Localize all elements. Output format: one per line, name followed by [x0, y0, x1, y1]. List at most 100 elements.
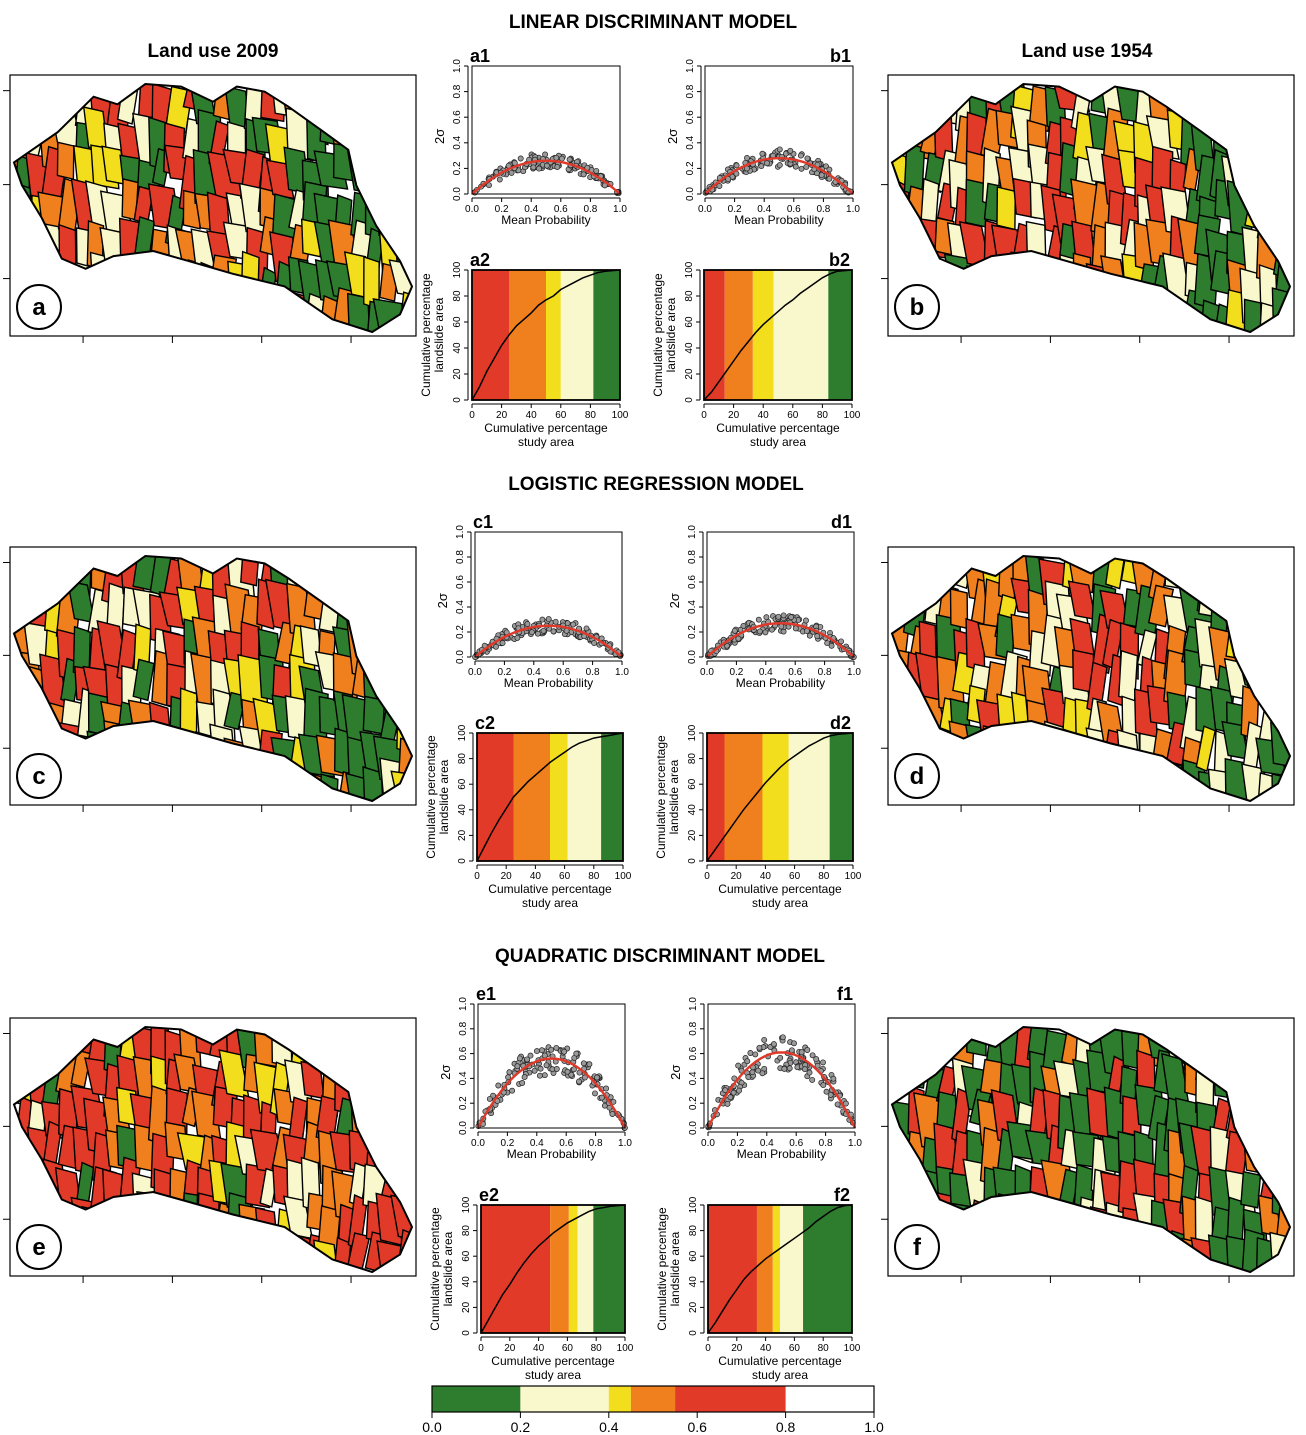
- colorbar-tick-label: 1.0: [864, 1419, 884, 1435]
- map-label-circle: [16, 753, 62, 799]
- scatter-point: [554, 164, 561, 170]
- x-axis-label: Cumulative percentage: [718, 882, 842, 896]
- y-axis-label-line2: landslide area: [668, 1231, 682, 1306]
- scatter-point: [576, 1078, 582, 1085]
- y-tick-label: 60: [687, 778, 698, 790]
- panel-title: c2: [475, 713, 495, 733]
- scatter-point: [744, 1058, 751, 1065]
- y-axis-label: Cumulative percentage: [419, 273, 433, 397]
- y-tick-label: 20: [452, 368, 463, 380]
- scatter-point: [486, 1095, 493, 1102]
- y-tick-label: 0.8: [455, 550, 466, 564]
- scatter-point: [834, 1101, 841, 1108]
- x-axis-label-line2: study area: [525, 1368, 581, 1382]
- scatter-point: [727, 1094, 734, 1101]
- x-axis-label-line2: study area: [752, 896, 808, 910]
- map-label: d: [910, 763, 925, 790]
- y-tick-label: 0: [452, 397, 463, 403]
- scatter-point: [781, 1065, 788, 1072]
- x-axis-label-line2: study area: [750, 435, 806, 449]
- scatter-point: [517, 155, 524, 162]
- colorbar-band: [630, 1386, 676, 1412]
- class-band: [762, 733, 789, 861]
- colorbar-band: [675, 1386, 786, 1412]
- scatter-point: [552, 618, 559, 625]
- class-band: [593, 1205, 625, 1333]
- colorbar-tick-label: 0.4: [599, 1419, 619, 1435]
- scatter-point: [758, 163, 765, 170]
- scatter-point: [540, 627, 547, 634]
- scatter-point: [768, 626, 775, 633]
- scatter-point: [514, 634, 521, 641]
- map-panel-e: e: [3, 1017, 417, 1283]
- class-band: [724, 733, 763, 861]
- y-tick-label: 80: [457, 753, 468, 765]
- scatter-point: [538, 1047, 545, 1054]
- scatter-point: [530, 164, 537, 171]
- scatter-point: [798, 1049, 805, 1056]
- map-label-circle: [894, 284, 940, 330]
- y-tick-label: 0.2: [688, 1096, 699, 1110]
- x-tick-label: 20: [728, 410, 740, 421]
- y-tick-label: 0: [688, 1330, 699, 1336]
- x-tick-label: 60: [555, 410, 567, 421]
- y-tick-label: 20: [684, 368, 695, 380]
- map-outline: [890, 554, 1292, 803]
- x-tick-label: 60: [789, 871, 801, 882]
- map-unit: [996, 186, 1016, 231]
- y-tick-label: 0.4: [687, 600, 698, 614]
- x-tick-label: 80: [585, 410, 597, 421]
- scatter-point: [733, 162, 740, 169]
- class-band: [788, 733, 830, 861]
- y-axis-label: Cumulative percentage: [655, 1207, 669, 1331]
- y-tick-label: 60: [688, 1250, 699, 1262]
- x-tick-label: 1.0: [846, 204, 860, 215]
- scatter-point: [528, 629, 535, 636]
- x-tick-label: 0.0: [471, 1138, 485, 1149]
- map-label: c: [32, 763, 45, 790]
- map-unit: [949, 588, 969, 630]
- colorbar-tick-label: 0.0: [422, 1419, 442, 1435]
- x-tick-label: 60: [562, 1343, 574, 1354]
- scatter-point: [777, 1054, 784, 1061]
- chart-c1: 0.0 0.2 0.4 0.6 0.8 1.00.00.20.40.60.81.0 c1Me…: [435, 512, 629, 690]
- scatter-point: [564, 1068, 571, 1075]
- scatter-point: [548, 1046, 555, 1053]
- x-axis-label: Mean Probability: [504, 676, 593, 690]
- scatter-point: [735, 635, 742, 642]
- class-band: [780, 1205, 804, 1333]
- scatter-point: [770, 1041, 777, 1048]
- scatter-point: [804, 1047, 811, 1053]
- y-tick-label: 0.8: [688, 1021, 699, 1035]
- scatter-point: [724, 1100, 731, 1107]
- x-tick-label: 100: [612, 410, 629, 421]
- x-tick-label: 0.0: [700, 667, 714, 678]
- y-tick-label: 1.0: [688, 997, 699, 1011]
- land-use-2009-heading: Land use 2009: [148, 41, 279, 62]
- scatter-point: [752, 1051, 759, 1058]
- class-band: [509, 270, 546, 400]
- x-tick-label: 0.0: [468, 667, 482, 678]
- chart-a1: 0.0 0.2 0.4 0.6 0.8 1.00.00.20.40.60.81.0 a1Me…: [432, 46, 627, 227]
- scatter-point: [537, 1065, 544, 1072]
- class-band: [704, 270, 725, 400]
- x-tick-label: 20: [501, 871, 513, 882]
- scatter-point: [543, 1062, 550, 1069]
- map-outline: [12, 83, 414, 334]
- y-axis-label-line2: landslide area: [667, 759, 681, 834]
- scatter-point: [545, 616, 552, 623]
- scatter-point: [792, 163, 799, 170]
- map-label: b: [910, 294, 925, 321]
- y-tick-label: 0.6: [688, 1046, 699, 1060]
- class-band: [568, 1205, 578, 1333]
- scatter-point: [580, 1060, 587, 1067]
- quadratic-discriminant-heading: QUADRATIC DISCRIMINANT MODEL: [495, 946, 825, 967]
- class-band: [803, 1205, 852, 1333]
- panel-title: a2: [470, 250, 490, 270]
- scatter-point: [531, 1067, 538, 1074]
- y-tick-label: 1.0: [685, 59, 696, 73]
- scatter-point: [499, 640, 506, 646]
- chart-d2: 0 20 40 60 80 100 0 20 40 60 80 100 d2 Cumulative per…: [654, 713, 862, 910]
- y-tick-label: 80: [461, 1225, 472, 1237]
